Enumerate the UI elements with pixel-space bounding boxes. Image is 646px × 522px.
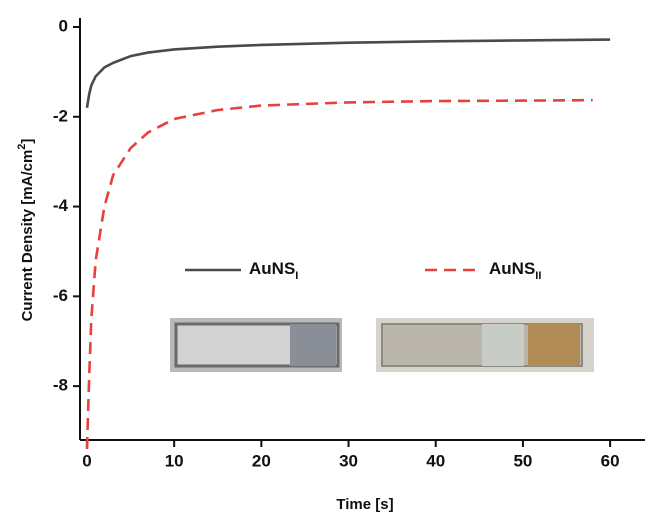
- y-tick-label: -2: [53, 106, 68, 125]
- series-line: [85, 98, 593, 450]
- x-tick-label: 30: [339, 451, 358, 470]
- legend-subscript: I: [295, 270, 298, 282]
- x-axis-label: Time [s]: [336, 496, 393, 513]
- legend-name: AuNS: [489, 259, 535, 278]
- x-tick-label: 50: [513, 451, 532, 470]
- y-tick-label: -8: [53, 376, 68, 395]
- x-tick-label: 0: [82, 451, 91, 470]
- strip-photo-1: [170, 318, 342, 372]
- y-axis-label-end: ]: [19, 139, 36, 144]
- legend-label: AuNSII: [489, 259, 541, 281]
- x-tick-label: 10: [165, 451, 184, 470]
- legend-name: AuNS: [249, 259, 295, 278]
- y-tick-label: -6: [53, 286, 68, 305]
- x-tick-label: 60: [601, 451, 620, 470]
- strip-photo-2: [376, 318, 594, 372]
- x-tick-label: 20: [252, 451, 271, 470]
- y-tick-label: 0: [59, 16, 68, 35]
- y-axis-label: Current Density [mA/cm2]: [16, 139, 36, 322]
- y-axis-label-text: Current Density [mA/cm: [19, 150, 36, 322]
- legend-label: AuNSI: [249, 259, 298, 281]
- legend-subscript: II: [535, 270, 541, 282]
- series-line: [85, 38, 611, 108]
- x-tick-label: 40: [426, 451, 445, 470]
- y-tick-label: -4: [53, 196, 69, 215]
- y-axis-label-sup: 2: [16, 144, 28, 150]
